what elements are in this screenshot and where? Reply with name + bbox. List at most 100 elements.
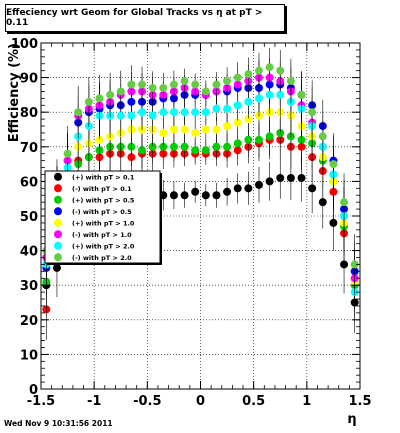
data-point xyxy=(169,80,178,89)
x-tick-label: 0 xyxy=(196,394,205,409)
y-tick-label: 30 xyxy=(20,279,38,294)
data-point xyxy=(180,142,189,151)
data-point xyxy=(318,198,327,207)
y-tick-label: 50 xyxy=(20,210,38,225)
y-tick-label: 20 xyxy=(20,314,38,329)
legend: (+) with pT > 0.1 (-) with pT > 0.1 (+) wi… xyxy=(44,170,162,265)
x-tick-label: -0.5 xyxy=(133,394,161,409)
data-point xyxy=(212,80,221,89)
data-point xyxy=(223,187,232,196)
legend-marker xyxy=(54,207,62,216)
legend-marker xyxy=(54,230,62,239)
legend-label: (-) with pT > 0.5 xyxy=(72,208,132,216)
data-point xyxy=(191,128,200,137)
data-point xyxy=(138,80,147,89)
data-point xyxy=(169,125,178,134)
data-point xyxy=(233,73,242,82)
data-point xyxy=(308,184,317,193)
grid xyxy=(41,43,360,389)
legend-marker xyxy=(54,172,62,181)
data-point xyxy=(286,77,295,86)
data-point xyxy=(244,97,253,106)
data-point xyxy=(148,142,157,151)
data-point xyxy=(191,146,200,155)
data-point xyxy=(212,125,221,134)
data-point xyxy=(191,80,200,89)
data-point xyxy=(244,135,253,144)
data-point xyxy=(84,97,93,106)
data-point xyxy=(244,115,253,124)
legend-label: (+) with pT > 2.0 xyxy=(72,242,135,250)
data-point xyxy=(201,108,210,117)
legend-label: (-) with pT > 2.0 xyxy=(72,254,132,262)
legend-box xyxy=(44,170,161,264)
data-point xyxy=(212,104,221,113)
data-point xyxy=(52,263,61,272)
data-point xyxy=(297,90,306,99)
data-point xyxy=(254,135,263,144)
data-point xyxy=(95,135,104,144)
data-point xyxy=(254,66,263,75)
data-point xyxy=(116,111,125,120)
data-point xyxy=(318,132,327,141)
data-point xyxy=(265,177,274,186)
data-point xyxy=(254,180,263,189)
data-point xyxy=(223,142,232,151)
data-point xyxy=(138,108,147,117)
y-tick-label: 90 xyxy=(20,72,38,87)
chart-title: Effeciency wrt Geom for Global Tracks vs… xyxy=(5,4,285,32)
data-point xyxy=(201,146,210,155)
data-point xyxy=(95,94,104,103)
x-axis-label: η xyxy=(347,412,356,427)
y-tick-label: 100 xyxy=(11,37,38,52)
data-point xyxy=(127,111,136,120)
legend-label: (+) with pT > 1.0 xyxy=(72,219,135,227)
data-point xyxy=(233,101,242,110)
data-point xyxy=(244,184,253,193)
data-point xyxy=(276,173,285,182)
data-point xyxy=(74,108,83,117)
legend-marker xyxy=(54,195,62,204)
data-point xyxy=(159,108,168,117)
x-tick-label: -1.5 xyxy=(27,394,55,409)
data-point xyxy=(180,108,189,117)
data-point xyxy=(233,184,242,193)
legend-label: (+) with pT > 0.5 xyxy=(72,196,135,204)
data-point xyxy=(276,90,285,99)
axes: -1.5 -1 -0.5 0 0.5 1 1.5 0 10 20 30 40 50 60 70 80 90 100… xyxy=(7,37,372,427)
data-point xyxy=(127,80,136,89)
data-point xyxy=(265,90,274,99)
data-point xyxy=(223,104,232,113)
legend-marker xyxy=(54,241,62,250)
legend-marker xyxy=(54,184,62,193)
data-point xyxy=(159,83,168,92)
data-point xyxy=(244,70,253,79)
data-point xyxy=(201,191,210,200)
data-point xyxy=(350,260,359,269)
data-point xyxy=(233,118,242,127)
y-axis-label: Efficiency (%) xyxy=(7,43,22,142)
data-point xyxy=(329,218,338,227)
x-tick-label: 1.5 xyxy=(348,394,371,409)
data-point xyxy=(223,122,232,131)
data-point xyxy=(286,173,295,182)
data-point xyxy=(180,191,189,200)
data-point xyxy=(169,108,178,117)
data-point xyxy=(265,63,274,72)
data-point xyxy=(212,191,221,200)
legend-label: (-) with pT > 0.1 xyxy=(72,185,132,193)
timestamp-footer: Wed Nov 9 10:31:56 2011 xyxy=(4,419,113,428)
data-point xyxy=(116,87,125,96)
y-tick-label: 0 xyxy=(29,383,38,398)
x-tick-label: 0.5 xyxy=(242,394,265,409)
legend-marker xyxy=(54,218,62,227)
data-point xyxy=(201,87,210,96)
data-point xyxy=(169,191,178,200)
data-point xyxy=(297,173,306,182)
data-point xyxy=(138,146,147,155)
data-point xyxy=(233,139,242,148)
legend-label: (-) with pT > 1.0 xyxy=(72,231,132,239)
data-point xyxy=(340,198,349,207)
y-tick-label: 70 xyxy=(20,141,38,156)
